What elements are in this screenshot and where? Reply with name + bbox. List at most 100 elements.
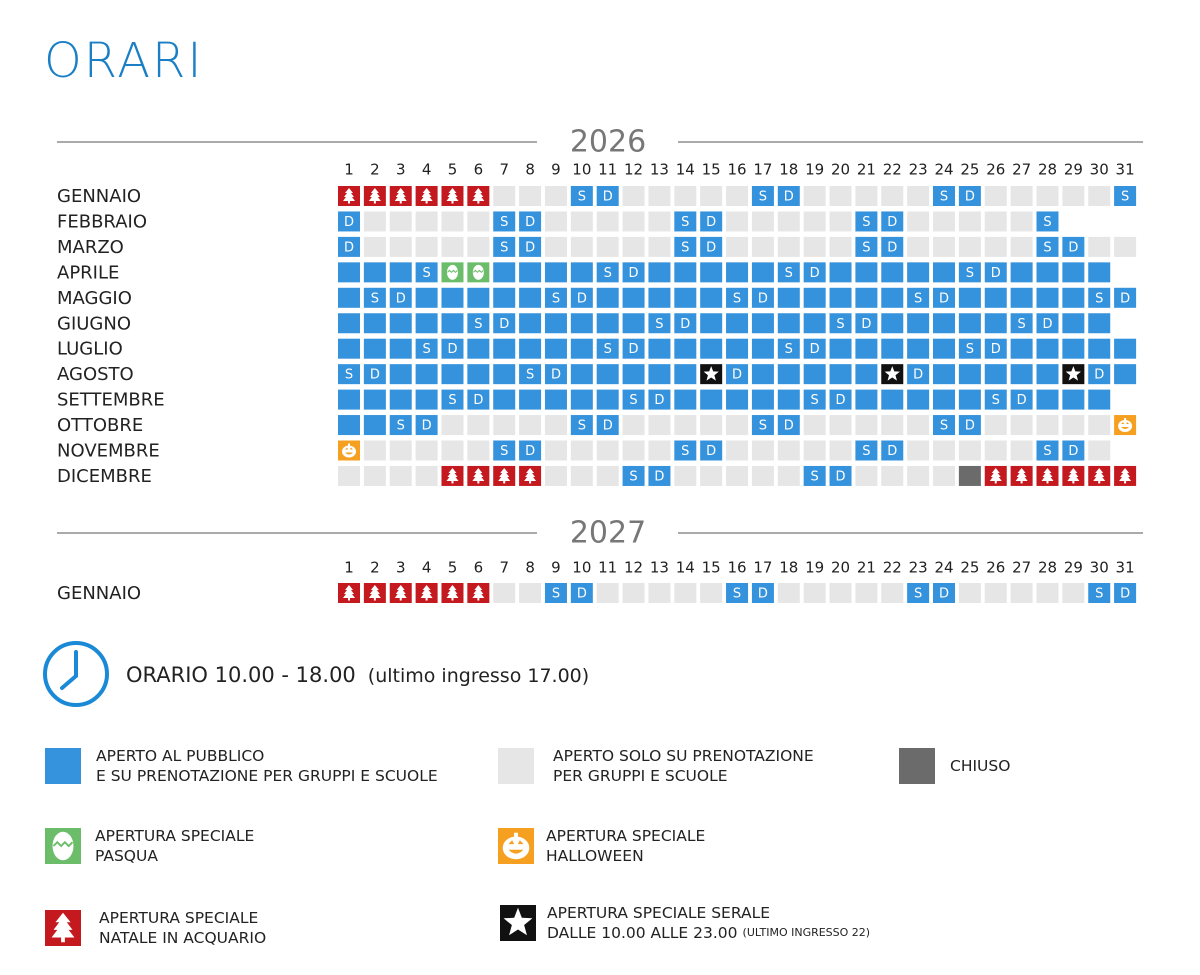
day-cell (544, 440, 567, 461)
day-cell (467, 211, 490, 232)
day-cell (1010, 583, 1033, 603)
tree-trunk (373, 598, 376, 601)
icon (446, 264, 458, 280)
day-cell (648, 338, 671, 359)
month-label: GIUGNO (57, 313, 131, 334)
day-number: 10 (572, 559, 591, 577)
day-cell (1010, 287, 1033, 308)
day-cell (1088, 389, 1111, 410)
day-type: S (966, 342, 974, 357)
legend-line: APERTURA SPECIALE SERALE (547, 904, 770, 922)
day-cell (389, 389, 412, 410)
day-cell (441, 236, 464, 257)
day-cell (519, 186, 542, 206)
day-cell (674, 465, 697, 486)
day-cell (544, 262, 567, 283)
day-type: D (810, 342, 820, 357)
day-cell (958, 583, 981, 603)
day-cell (467, 287, 490, 308)
star-icon (503, 907, 533, 936)
day-cell (881, 338, 904, 359)
day-cell (984, 262, 1007, 283)
day-cell (1062, 583, 1085, 603)
day-cell (700, 338, 723, 359)
day-cell (1036, 415, 1059, 436)
day-cell (363, 364, 386, 385)
day-cell (415, 364, 438, 385)
day-cell (519, 262, 542, 283)
day-cell (415, 389, 438, 410)
day-cell (674, 583, 697, 603)
day-cell (933, 364, 956, 385)
day-cell (1010, 211, 1033, 232)
day-cell (726, 262, 749, 283)
day-cell (389, 287, 412, 308)
day-cell (777, 415, 800, 436)
day-cell (907, 262, 930, 283)
day-cell (700, 583, 723, 603)
day-cell (467, 236, 490, 257)
day-cell (958, 211, 981, 232)
day-cell (648, 583, 671, 603)
day-type: D (861, 317, 871, 332)
legend-text: APERTURA SPECIALE (546, 827, 705, 845)
day-cell (674, 287, 697, 308)
day-cell (519, 415, 542, 436)
legend-text: APERTURA SPECIALE SERALE (547, 904, 770, 922)
day-cell (622, 364, 645, 385)
day-number: 5 (448, 559, 458, 577)
day-cell (415, 211, 438, 232)
day-cell (984, 364, 1007, 385)
tree-icon (394, 188, 407, 201)
legend-line: NATALE IN ACQUARIO (99, 929, 266, 947)
day-cell (855, 313, 878, 334)
legend-swatch (45, 748, 81, 784)
day-type: S (733, 587, 741, 602)
day-cell (958, 389, 981, 410)
day-cell (596, 236, 619, 257)
pumpkin-icon (502, 836, 530, 860)
month-label: SETTEMBRE (57, 390, 165, 411)
day-cell (493, 338, 516, 359)
day-type: S (500, 240, 508, 255)
day-cell (1010, 262, 1033, 283)
icon (703, 366, 719, 381)
pumpkin-face (345, 447, 353, 455)
day-type: S (1017, 317, 1025, 332)
day-cell (1114, 364, 1137, 385)
day-number: 30 (1090, 559, 1109, 577)
day-cell (726, 415, 749, 436)
day-cell (984, 440, 1007, 461)
day-cell (622, 262, 645, 283)
day-type: D (758, 291, 768, 306)
day-type: S (681, 215, 689, 230)
day-number: 31 (1116, 559, 1135, 577)
day-number: 4 (422, 161, 432, 179)
day-cell (958, 465, 981, 486)
day-cell (1088, 186, 1111, 206)
day-cell (596, 338, 619, 359)
day-type: D (758, 587, 768, 602)
tree-trunk (529, 480, 532, 484)
day-cell (751, 465, 774, 486)
day-number: 6 (474, 559, 484, 577)
day-type: S (940, 419, 948, 434)
legend-text: E SU PRENOTAZIONE PER GRUPPI E SCUOLE (96, 767, 438, 785)
tree-trunk (503, 480, 506, 484)
tree-trunk (477, 598, 480, 601)
tree-icon (472, 585, 485, 598)
tree-icon (394, 585, 407, 598)
day-cell (907, 186, 930, 206)
day-type: S (862, 215, 870, 230)
day-cell (933, 313, 956, 334)
day-cell (1010, 440, 1033, 461)
day-number: 3 (396, 161, 406, 179)
day-cell (622, 211, 645, 232)
day-number: 12 (624, 559, 643, 577)
day-cell (933, 186, 956, 206)
day-type: D (913, 368, 923, 383)
day-cell (803, 465, 826, 486)
day-cell (648, 465, 671, 486)
tree-icon (524, 467, 537, 481)
day-cell (1062, 262, 1085, 283)
